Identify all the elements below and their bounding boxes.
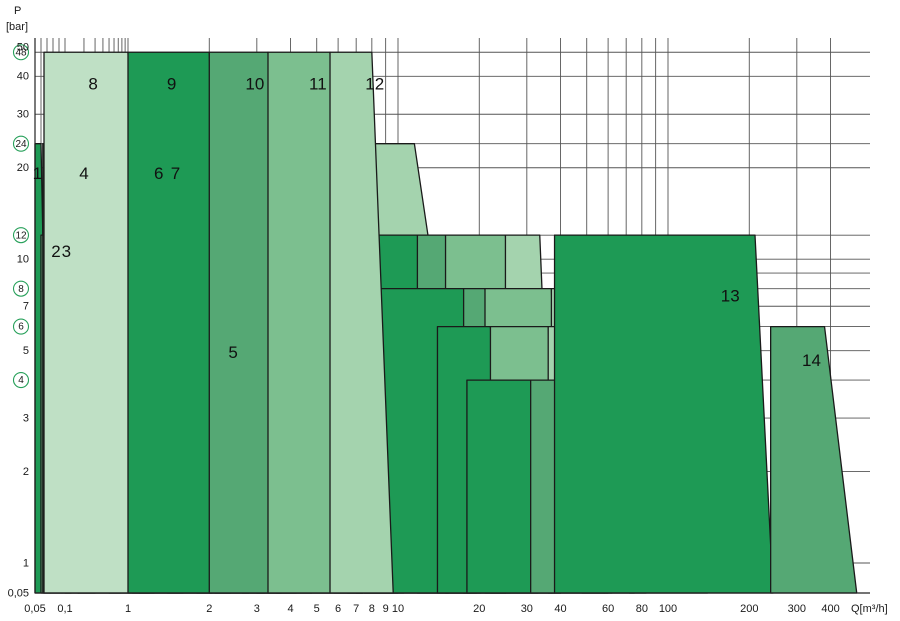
x-tick-label: 8 (369, 603, 375, 615)
y-tick-label: 3 (23, 412, 29, 424)
x-tick-label: 3 (254, 603, 260, 615)
x-tick-label: 2 (206, 603, 212, 615)
x-tick-label: 400 (821, 603, 839, 615)
x-tick-label: 0,05 (24, 603, 45, 615)
y-tick-label: 40 (17, 71, 29, 83)
x-tick-label: 10 (392, 603, 404, 615)
y-tick-circle (12, 227, 30, 244)
y-axis-title: P (14, 5, 21, 17)
zone-label-14: 14 (802, 351, 821, 370)
y-tick-label: 6 (18, 322, 24, 333)
x-tick-label: 4 (287, 603, 293, 615)
x-tick-label: 200 (740, 603, 758, 615)
x-axis-title: Q[m³/h] (851, 603, 888, 615)
zone-label-1: 1 (33, 164, 42, 183)
zone-label-8: 8 (88, 74, 97, 93)
zone-label-7: 7 (171, 164, 180, 183)
x-tick-label: 6 (335, 603, 341, 615)
x-tick-label: 100 (659, 603, 677, 615)
x-tick-labels: 0,05 0,1 1 2 3 4 5 6 7 8 9 10 20 30 40 60 80 100 200 300 400 (24, 603, 839, 615)
x-tick-label: 40 (554, 603, 566, 615)
y-tick-label: 5 (23, 345, 29, 357)
y-tick-label: 50 (17, 41, 29, 53)
zone-label-9: 9 (167, 74, 176, 93)
x-tick-label: 1 (125, 603, 131, 615)
y-tick-label: 8 (18, 284, 24, 295)
y-tick-label: 2 (23, 466, 29, 478)
y-tick-circle (12, 135, 30, 152)
x-tick-label: 20 (473, 603, 485, 615)
zone-label-6: 6 (154, 164, 163, 183)
y-tick-label: 7 (23, 301, 29, 313)
y-tick-circle (12, 372, 30, 389)
y-tick-circle (12, 44, 30, 61)
zones (34, 51, 858, 594)
x-tick-label: 300 (788, 603, 806, 615)
zone-13 (553, 234, 774, 594)
y-tick-label: 0,05 (8, 587, 29, 599)
y-tick-label: 4 (18, 375, 24, 386)
y-tick-circle (12, 318, 30, 335)
y-tick-label: 20 (17, 162, 29, 174)
x-tick-label: 9 (383, 603, 389, 615)
x-tick-label: 60 (602, 603, 614, 615)
y-tick-label: 24 (15, 139, 27, 150)
y-tick-label: 30 (17, 109, 29, 121)
y-tick-label: 48 (15, 47, 27, 58)
y-tick-label: 12 (15, 230, 27, 241)
x-tick-label: 7 (353, 603, 359, 615)
zone-label-5: 5 (228, 343, 237, 362)
zone-label-4: 4 (79, 164, 88, 183)
zone-label-11: 11 (309, 74, 327, 93)
y-tick-circle (12, 280, 30, 297)
x-tick-label: 5 (314, 603, 320, 615)
y-tick-label: 1 (23, 557, 29, 569)
zone-label-3: 3 (62, 242, 71, 261)
zone-label-12: 12 (365, 74, 384, 93)
x-tick-label: 30 (521, 603, 533, 615)
plot-frame (34, 38, 870, 594)
x-tick-label: 80 (636, 603, 648, 615)
zone-label-10: 10 (245, 74, 264, 93)
x-tick-label: 0,1 (57, 603, 72, 615)
y-axis-unit: [bar] (6, 21, 28, 33)
zone-label-13: 13 (721, 287, 740, 306)
y-tick-label: 10 (17, 254, 29, 266)
zone-label-2: 2 (51, 242, 60, 261)
